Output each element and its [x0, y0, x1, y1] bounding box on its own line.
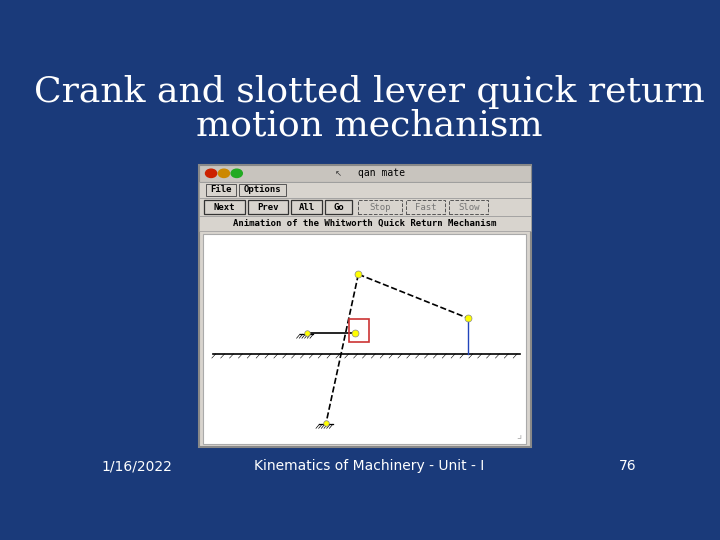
Bar: [199, 182, 531, 198]
Bar: [199, 165, 531, 182]
Bar: [358, 200, 402, 214]
Bar: [199, 165, 531, 447]
Text: Animation of the Whitworth Quick Return Mechanism: Animation of the Whitworth Quick Return …: [233, 219, 497, 228]
Text: 76: 76: [619, 459, 637, 473]
Text: ⌟: ⌟: [517, 431, 522, 441]
Text: All: All: [299, 202, 315, 212]
Bar: [199, 198, 531, 216]
Bar: [204, 200, 245, 214]
Text: motion mechanism: motion mechanism: [196, 109, 542, 143]
Text: Stop: Stop: [369, 202, 391, 212]
Bar: [325, 200, 352, 214]
Text: File: File: [210, 185, 232, 194]
Text: Fast: Fast: [415, 202, 436, 212]
Bar: [203, 234, 526, 444]
Circle shape: [218, 169, 230, 178]
Bar: [199, 216, 531, 231]
Text: 1/16/2022: 1/16/2022: [101, 459, 172, 473]
Text: Options: Options: [244, 185, 282, 194]
Circle shape: [231, 169, 243, 178]
Bar: [449, 200, 488, 214]
Bar: [406, 200, 446, 214]
Text: Go: Go: [333, 202, 344, 212]
Bar: [349, 319, 369, 342]
Text: Next: Next: [214, 202, 235, 212]
Bar: [239, 184, 287, 196]
Text: Crank and slotted lever quick return: Crank and slotted lever quick return: [34, 75, 704, 109]
Circle shape: [205, 169, 217, 178]
Bar: [248, 200, 288, 214]
Bar: [205, 184, 236, 196]
Text: ↖: ↖: [335, 169, 342, 178]
Text: Kinematics of Machinery - Unit - I: Kinematics of Machinery - Unit - I: [254, 459, 484, 473]
Text: Prev: Prev: [257, 202, 279, 212]
Text: Slow: Slow: [458, 202, 480, 212]
Text: qan mate: qan mate: [358, 168, 405, 178]
Bar: [292, 200, 322, 214]
